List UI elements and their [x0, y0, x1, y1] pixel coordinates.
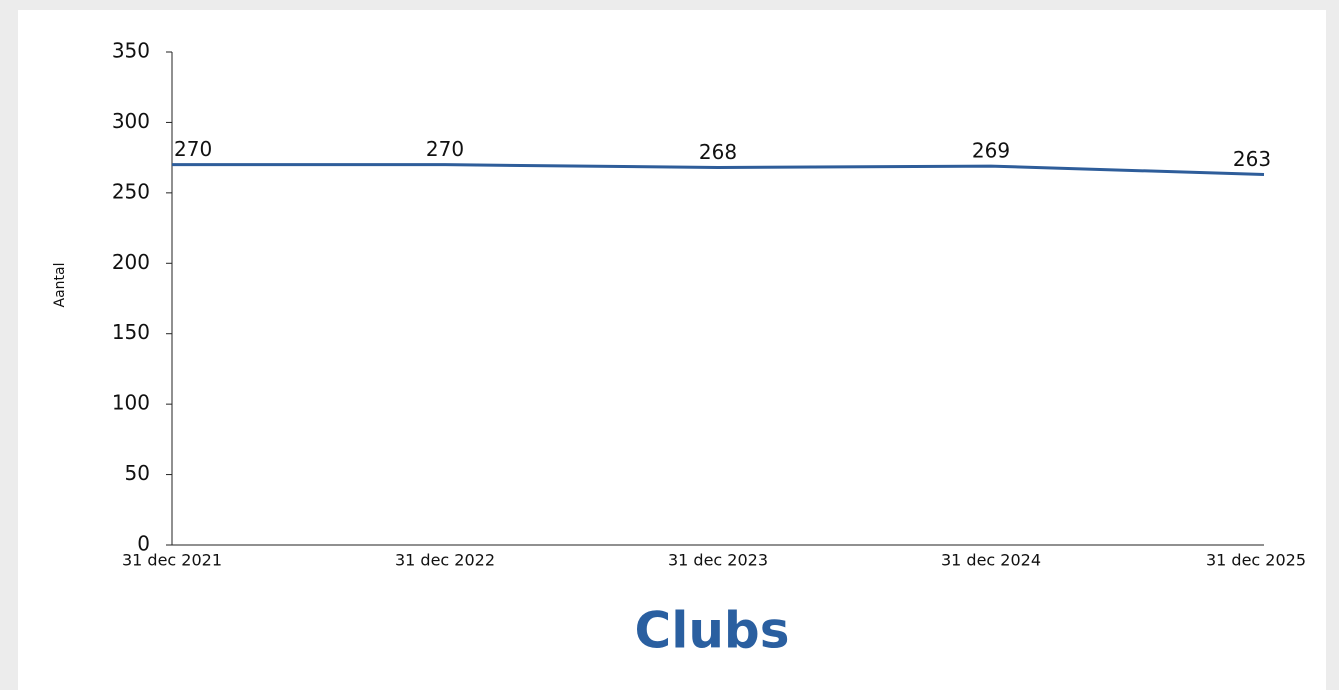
x-tick-label: 31 dec 2025	[1206, 551, 1306, 570]
x-tick-label: 31 dec 2021	[122, 551, 222, 570]
y-tick-label: 200	[112, 250, 150, 274]
y-tick-label: 100	[112, 391, 150, 415]
y-axis-label: Aantal	[52, 263, 68, 308]
x-tick-label: 31 dec 2024	[941, 551, 1041, 570]
x-tick-label: 31 dec 2023	[668, 551, 768, 570]
data-label: 263	[1233, 147, 1271, 171]
y-tick-label: 150	[112, 320, 150, 344]
data-label: 270	[426, 137, 464, 161]
y-tick-label: 250	[112, 179, 150, 203]
line	[172, 163, 1265, 177]
y-tick-label: 300	[112, 109, 150, 133]
data-label: 268	[699, 140, 737, 164]
card	[18, 10, 1326, 690]
y-tick-label: 0	[137, 532, 150, 556]
x-tick-label: 31 dec 2022	[395, 551, 495, 570]
y-tick-label: 50	[125, 461, 150, 485]
chart-title: Clubs	[635, 602, 790, 660]
data-label: 269	[972, 139, 1010, 163]
data-label: 270	[174, 137, 212, 161]
y-tick-label: 350	[112, 39, 150, 63]
